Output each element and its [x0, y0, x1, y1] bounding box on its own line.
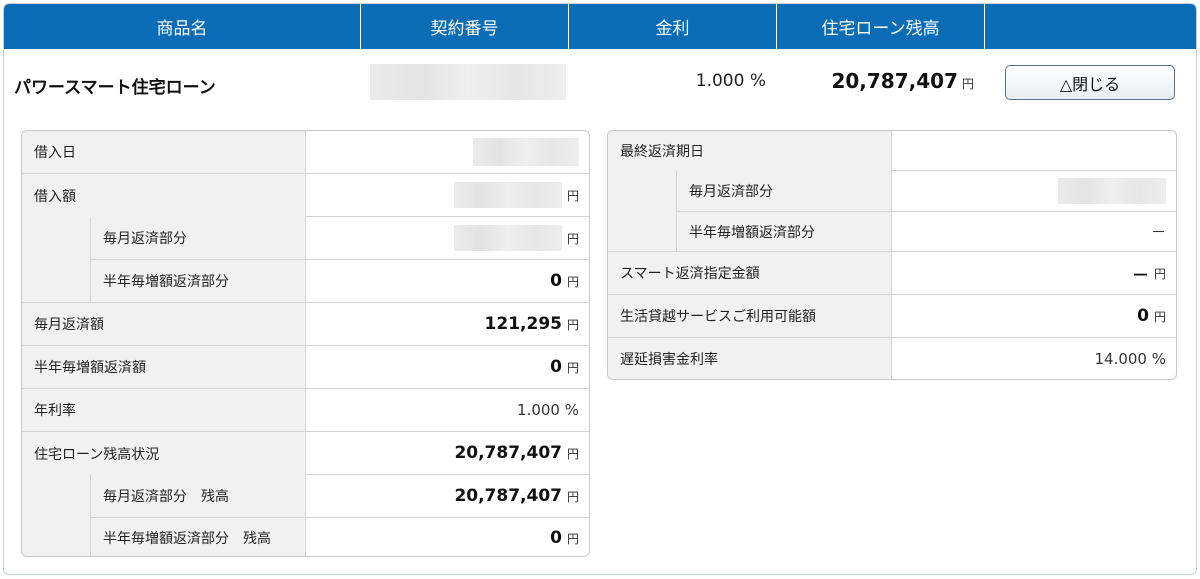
semiannual-balance-label: 半年毎増額返済部分 残高 — [90, 518, 306, 556]
row-monthly-balance: 毎月返済部分 残高 20,787,407 円 — [90, 475, 589, 518]
annual-rate-label: 年利率 — [22, 389, 306, 431]
borrow-date-value — [306, 131, 589, 173]
semiannual-part-label: 半年毎増額返済部分 — [90, 260, 306, 302]
row-smart-amount: スマート返済指定金額 －円 — [608, 252, 1176, 295]
right-monthly-part-redacted — [1058, 178, 1166, 204]
right-semiannual-part-value: － — [1150, 223, 1166, 241]
row-borrow-amount: 借入額 円 — [22, 174, 589, 217]
row-annual-rate: 年利率 1.000 % — [22, 389, 589, 432]
final-date-value — [892, 131, 1176, 171]
late-rate-label: 遅延損害金利率 — [608, 338, 892, 379]
right-monthly-part-label: 毎月返済部分 — [676, 171, 892, 211]
loan-detail-table-right: 最終返済期日 毎月返済部分 半年毎増額返済部分 － スマート返済指定金額 －円 — [607, 130, 1177, 380]
indent-block — [22, 475, 90, 556]
semiannual-payment-label: 半年毎増額返済額 — [22, 346, 306, 388]
product-name: パワースマート住宅ローン — [14, 78, 216, 98]
indent-block — [608, 171, 676, 252]
yen-unit: 円 — [961, 77, 974, 91]
header-product: 商品名 — [4, 4, 361, 49]
right-monthly-part-value — [892, 171, 1176, 211]
loan-detail-panel: 商品名 契約番号 金利 住宅ローン残高 パワースマート住宅ローン 1.000 %… — [3, 3, 1197, 575]
loan-summary-row: パワースマート住宅ローン 1.000 % 20,787,407 円 △閉じる — [4, 49, 1196, 117]
borrow-amount-value: 円 — [306, 174, 589, 217]
monthly-balance-label: 毎月返済部分 残高 — [90, 475, 306, 517]
right-semiannual-part-label: 半年毎増額返済部分 — [676, 212, 892, 251]
row-borrow-date: 借入日 — [22, 131, 589, 174]
header-interest-rate: 金利 — [569, 4, 777, 49]
monthly-part-redacted — [453, 225, 562, 251]
row-right-monthly-part: 毎月返済部分 — [676, 171, 1176, 212]
loan-status-label: 住宅ローン残高状況 — [22, 432, 306, 475]
smart-amount-label: スマート返済指定金額 — [608, 252, 892, 294]
smart-amount-value: －円 — [1131, 265, 1166, 286]
monthly-part-value: 円 — [306, 217, 589, 259]
row-monthly-part: 毎月返済部分 円 — [90, 217, 589, 260]
borrow-date-label: 借入日 — [22, 131, 306, 173]
overdraft-label: 生活貸越サービスご利用可能額 — [608, 295, 892, 337]
loan-status-value: 20,787,407 円 — [306, 432, 589, 475]
interest-rate: 1.000 % — [695, 71, 766, 91]
header-contract-number: 契約番号 — [361, 4, 569, 49]
late-rate-value: 14.000 % — [1094, 349, 1166, 368]
row-loan-status: 住宅ローン残高状況 20,787,407 円 — [22, 432, 589, 475]
annual-rate-value: 1.000 % — [517, 401, 579, 419]
borrow-amount-redacted — [453, 182, 562, 208]
monthly-balance-value: 20,787,407 円 — [454, 486, 579, 506]
final-date-label: 最終返済期日 — [608, 131, 892, 171]
loan-balance: 20,787,407 円 — [784, 69, 974, 93]
monthly-part-label: 毎月返済部分 — [90, 217, 306, 259]
monthly-payment-label: 毎月返済額 — [22, 303, 306, 345]
row-final-date: 最終返済期日 — [608, 131, 1176, 171]
borrow-amount-label: 借入額 — [22, 174, 306, 217]
indent-block — [22, 217, 90, 303]
row-late-rate: 遅延損害金利率 14.000 % — [608, 338, 1176, 379]
close-button[interactable]: △閉じる — [1005, 65, 1175, 100]
borrow-date-redacted — [473, 138, 579, 166]
row-monthly-payment: 毎月返済額 121,295 円 — [22, 303, 589, 346]
header-loan-balance: 住宅ローン残高 — [777, 4, 985, 49]
loan-balance-value: 20,787,407 — [831, 69, 958, 93]
header-action — [985, 4, 1196, 49]
monthly-payment-value: 121,295 円 — [484, 314, 579, 334]
contract-number-redacted — [370, 64, 566, 100]
table-header: 商品名 契約番号 金利 住宅ローン残高 — [4, 4, 1196, 49]
row-right-semiannual-part: 半年毎増額返済部分 － — [676, 212, 1176, 252]
